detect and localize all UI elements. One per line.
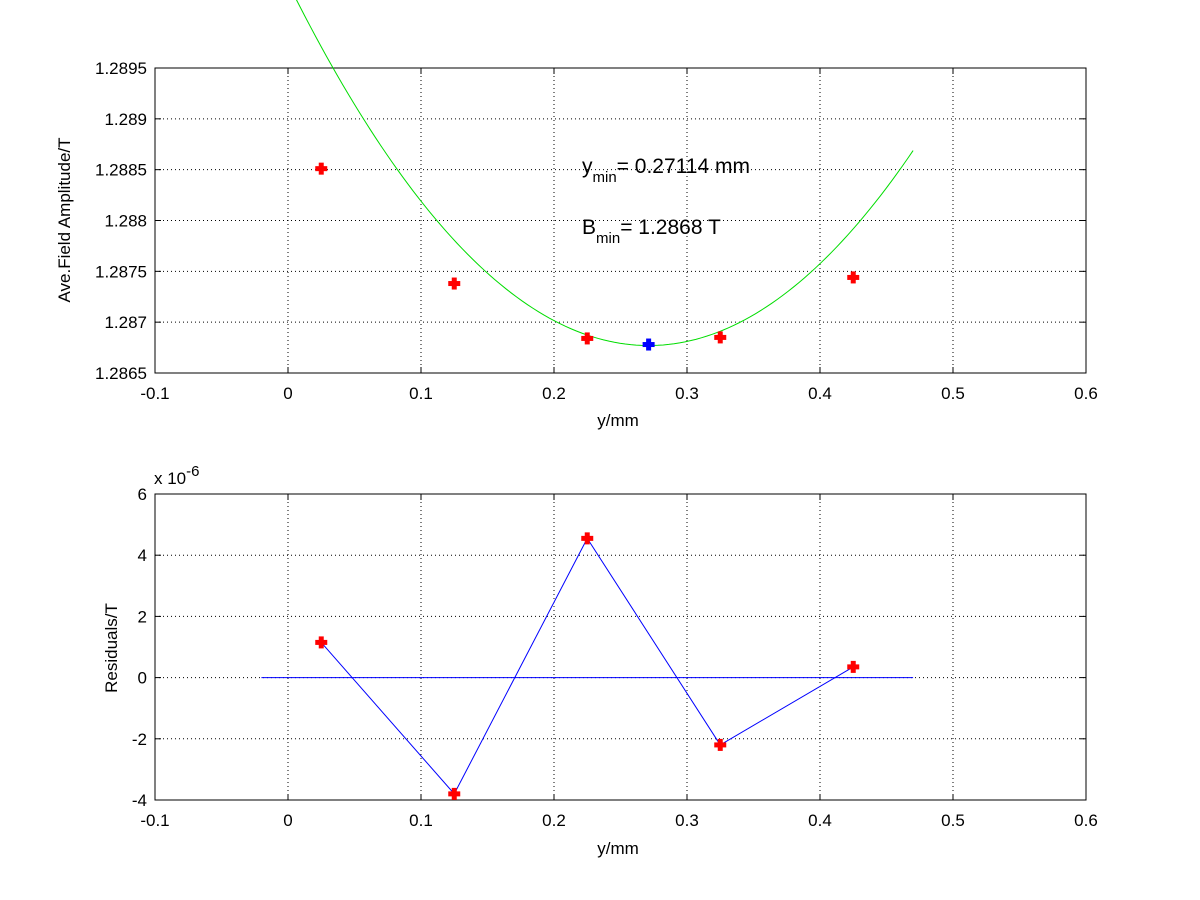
bottom-plot-y-axis-label: Residuals/T xyxy=(102,603,121,693)
y-tick-label: 4 xyxy=(138,546,147,565)
y-tick-label: 1.2875 xyxy=(95,262,147,281)
bottom-plot-frame xyxy=(154,493,1087,801)
data-point xyxy=(581,332,594,345)
residual-point-v xyxy=(584,532,590,545)
bottom-plot-y-tick-labels: -4 -2 0 2 4 6 xyxy=(132,485,147,810)
y-tick-label: 1.2895 xyxy=(95,59,147,78)
data-point-v xyxy=(717,331,723,344)
scale-factor-base: x 10 xyxy=(154,469,186,488)
annotation-ymin-value: = 0.27114 mm xyxy=(617,155,750,178)
top-plot-grid xyxy=(155,68,1086,373)
bottom-plot: -0.1 0 0.1 0.2 0.3 0.4 0.5 0.6 -4 -2 0 2 4 6 y/mm Re… xyxy=(102,463,1098,858)
x-tick-label: 0.5 xyxy=(941,384,965,403)
annotation-bmin-value: = 1.2868 T xyxy=(620,216,721,239)
bottom-plot-data-points xyxy=(315,532,860,800)
x-tick-label: 0 xyxy=(283,384,292,403)
x-tick-label: 0 xyxy=(283,811,292,830)
residual-line xyxy=(320,537,854,795)
x-tick-label: -0.1 xyxy=(140,811,169,830)
data-point xyxy=(714,331,727,344)
scale-factor-exponent: -6 xyxy=(186,463,199,480)
x-tick-label: 0.5 xyxy=(941,811,965,830)
top-plot-data-points xyxy=(315,162,860,351)
x-tick-label: 0.2 xyxy=(542,384,566,403)
top-plot-tick-marks xyxy=(154,67,1087,374)
y-tick-label: 1.288 xyxy=(104,212,147,231)
y-tick-label: 0 xyxy=(138,669,147,688)
bottom-plot-tick-marks xyxy=(154,493,1087,801)
data-point-v xyxy=(850,271,856,284)
x-tick-label: 0.4 xyxy=(808,811,832,830)
scale-factor-label: x 10-6 xyxy=(154,463,199,488)
residual-point-v xyxy=(717,738,723,751)
minimum-point-v xyxy=(646,338,652,351)
x-tick-label: 0.1 xyxy=(409,811,433,830)
x-tick-label: 0.6 xyxy=(1074,384,1098,403)
data-point-v xyxy=(584,332,590,345)
y-tick-label: 1.287 xyxy=(104,313,147,332)
x-tick-label: 0.4 xyxy=(808,384,832,403)
annotation-bmin-symbol: B xyxy=(582,216,596,239)
data-point-v xyxy=(318,162,324,175)
bottom-plot-x-axis-label: y/mm xyxy=(597,839,639,858)
y-tick-label: 1.2885 xyxy=(95,161,147,180)
data-point xyxy=(448,277,461,290)
residual-point xyxy=(581,532,594,545)
x-tick-label: 0.3 xyxy=(675,811,699,830)
annotation-bmin: Bmin= 1.2868 T xyxy=(582,216,721,247)
residual-point xyxy=(448,787,461,800)
y-tick-label: -4 xyxy=(132,791,147,810)
y-tick-label: 1.289 xyxy=(104,110,147,129)
top-plot: -0.1 0 0.1 0.2 0.3 0.4 0.5 0.6 1.2865 1.287 1.287… xyxy=(55,0,1098,430)
y-tick-label: 2 xyxy=(138,607,147,626)
data-point xyxy=(315,162,328,175)
residual-point-v xyxy=(451,787,457,800)
minimum-point xyxy=(642,338,655,351)
top-plot-y-tick-labels: 1.2865 1.287 1.2875 1.288 1.2885 1.289 1.2895 xyxy=(95,59,147,383)
data-point xyxy=(847,271,860,284)
x-tick-label: 0.2 xyxy=(542,811,566,830)
residual-point-v xyxy=(850,660,856,673)
data-point-v xyxy=(451,277,457,290)
annotation-ymin-symbol: y xyxy=(582,155,593,178)
residual-point-v xyxy=(318,636,324,649)
top-plot-y-axis-label: Ave.Field Amplitude/T xyxy=(55,137,74,302)
annotation-bmin-subscript: min xyxy=(596,230,620,247)
annotation-ymin: ymin= 0.27114 mm xyxy=(582,155,750,186)
y-tick-label: 6 xyxy=(138,485,147,504)
y-tick-label: -2 xyxy=(132,730,147,749)
x-tick-label: 0.6 xyxy=(1074,811,1098,830)
bottom-plot-x-tick-labels: -0.1 0 0.1 0.2 0.3 0.4 0.5 0.6 xyxy=(140,811,1097,830)
bottom-plot-grid xyxy=(155,494,1086,800)
residual-point xyxy=(315,636,328,649)
residual-point xyxy=(847,660,860,673)
top-plot-x-axis-label: y/mm xyxy=(597,411,639,430)
annotation-ymin-subscript: min xyxy=(593,169,617,186)
x-tick-label: -0.1 xyxy=(140,384,169,403)
residual-point xyxy=(714,738,727,751)
x-tick-label: 0.3 xyxy=(675,384,699,403)
y-tick-label: 1.2865 xyxy=(95,364,147,383)
top-plot-x-tick-labels: -0.1 0 0.1 0.2 0.3 0.4 0.5 0.6 xyxy=(140,384,1097,403)
x-tick-label: 0.1 xyxy=(409,384,433,403)
